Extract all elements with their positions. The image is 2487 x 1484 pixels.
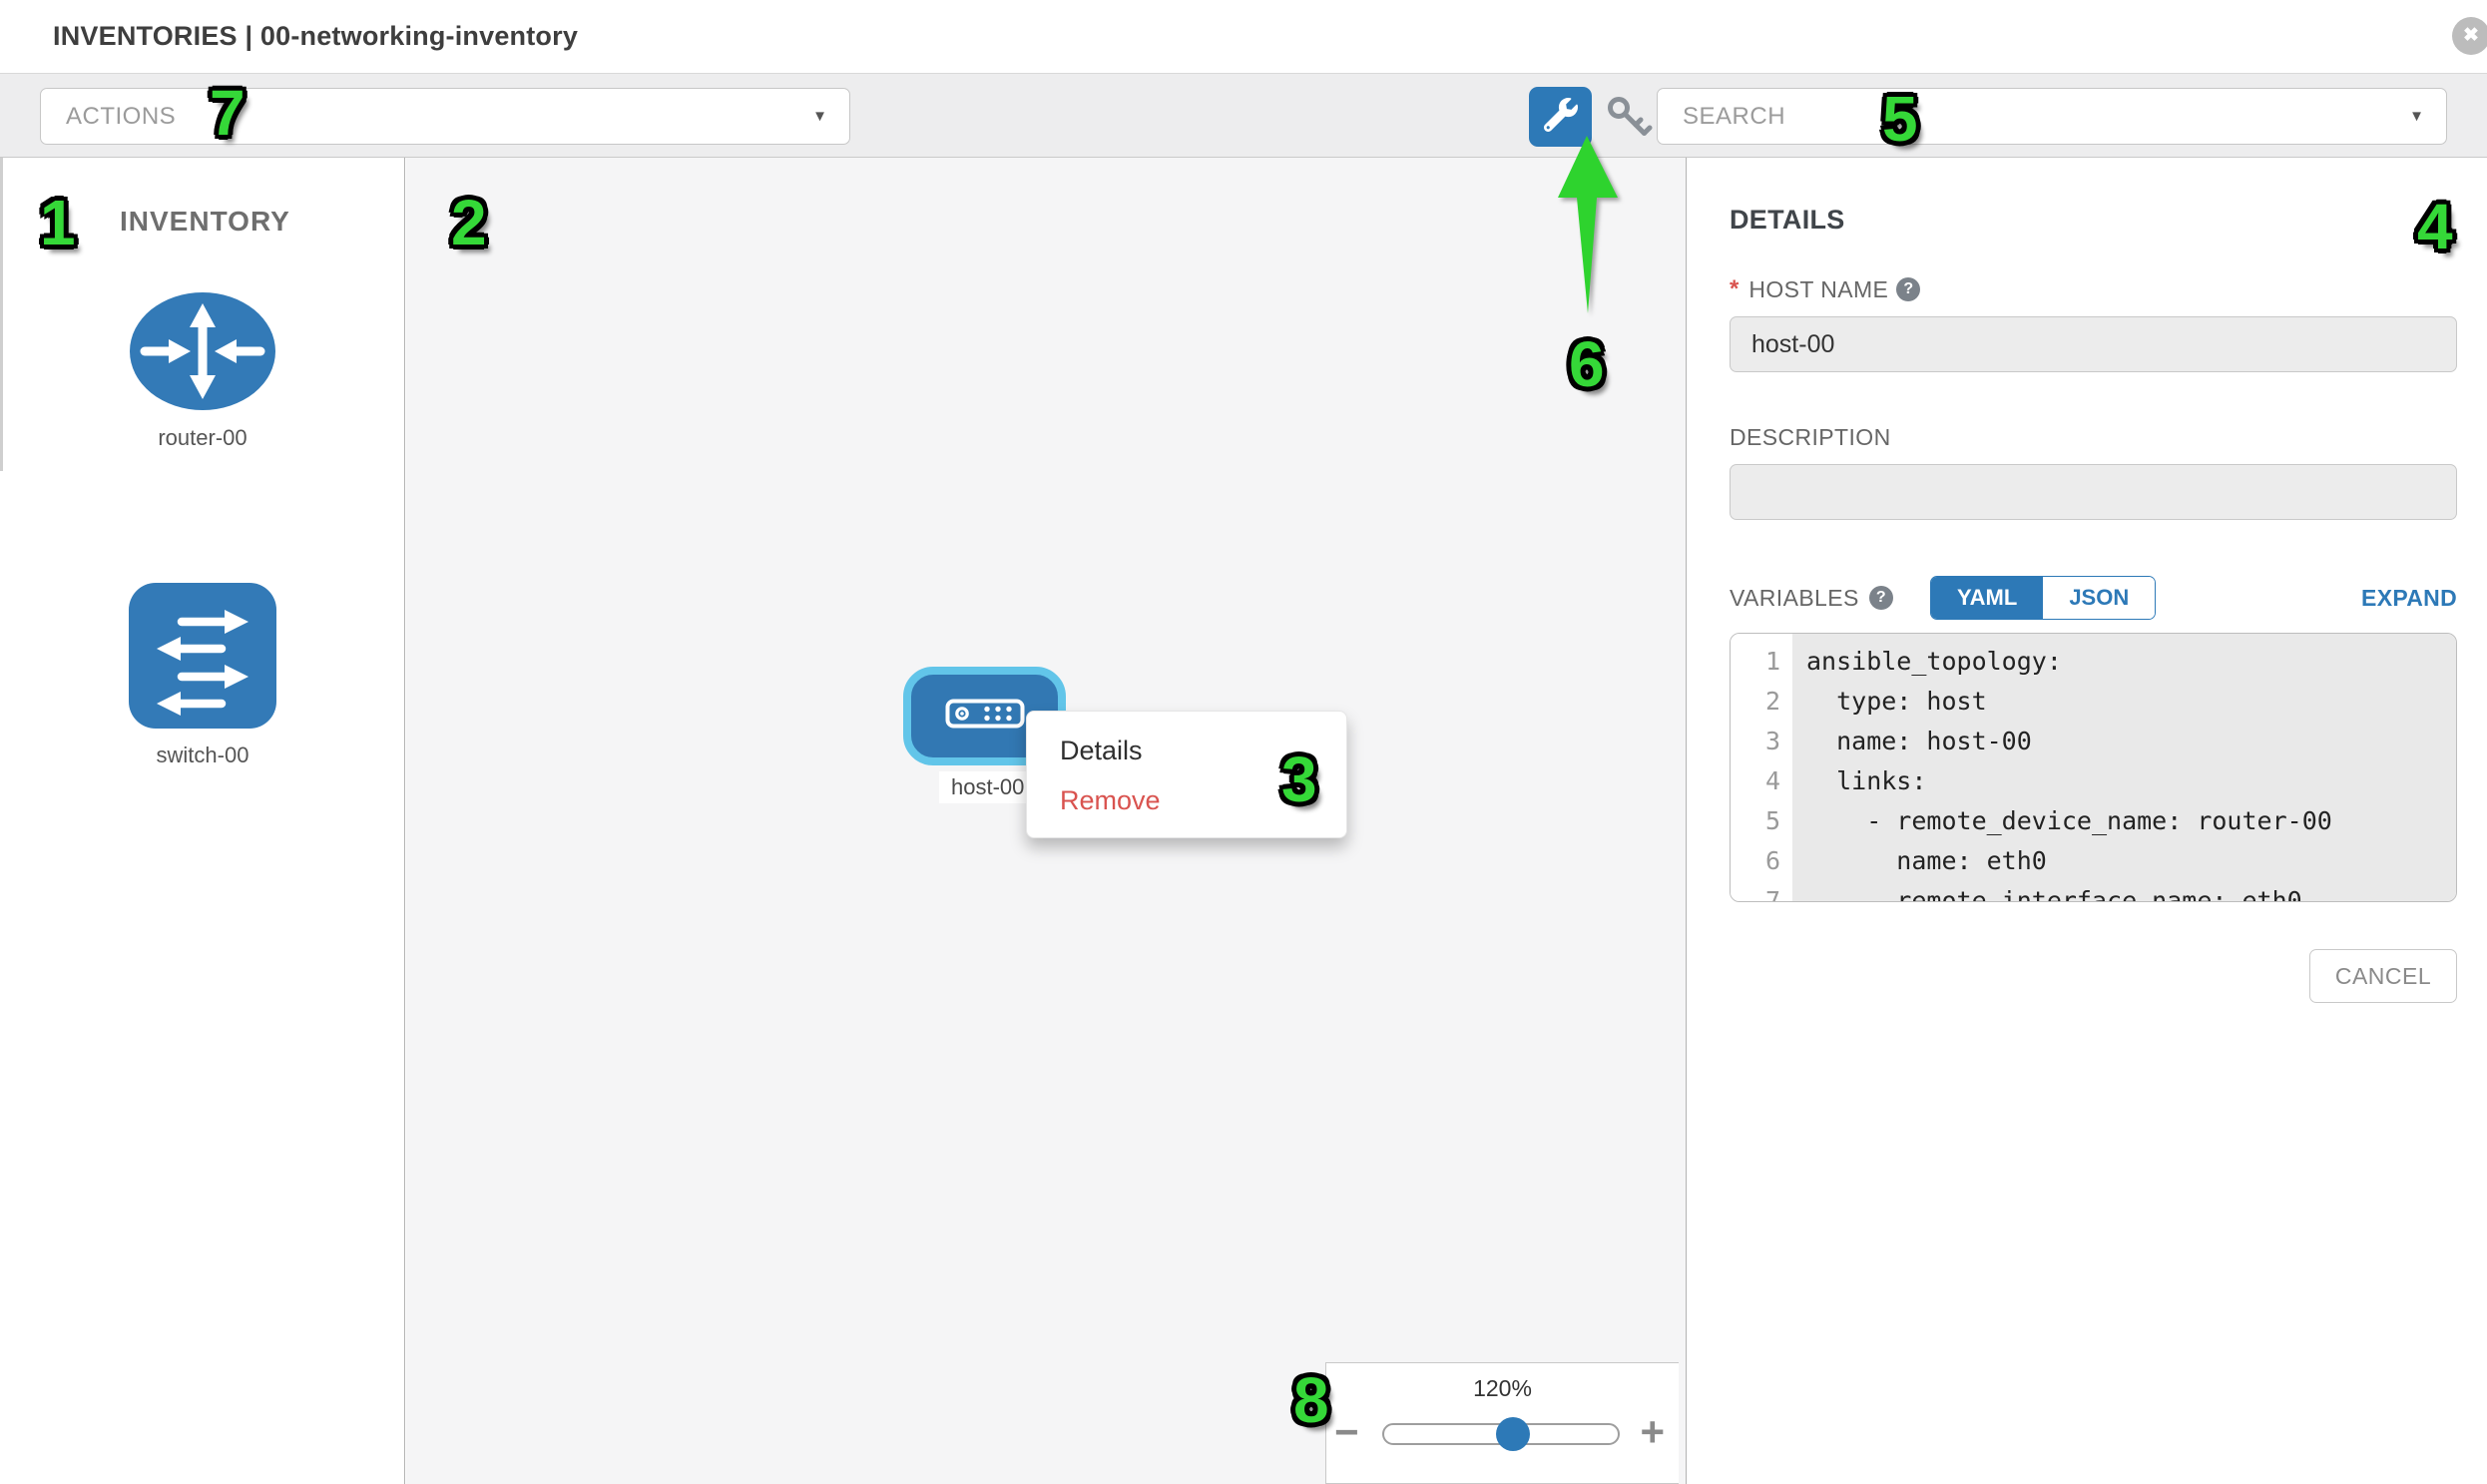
zoom-control: 120% − +	[1325, 1362, 1679, 1484]
code-line: name: host-00	[1806, 727, 2032, 755]
sidebar-item-label: switch-00	[156, 742, 249, 767]
zoom-slider-track[interactable]	[1382, 1417, 1620, 1451]
editor-code[interactable]: ansible_topology: type: host name: host-…	[1792, 634, 2456, 901]
description-input[interactable]	[1730, 464, 2457, 520]
actions-dropdown-label: ACTIONS	[66, 103, 177, 130]
credentials-key-button[interactable]	[1603, 96, 1657, 144]
host-node-label: host-00	[939, 771, 1037, 803]
help-icon[interactable]: ?	[1868, 586, 1893, 610]
search-dropdown-label: SEARCH	[1683, 103, 1786, 130]
wrench-icon	[1543, 97, 1578, 137]
code-line: remote_interface_name: eth0	[1806, 886, 2302, 902]
code-line: type: host	[1806, 687, 1987, 716]
topology-canvas[interactable]: host-00 Details Remove 120% − +	[406, 158, 1687, 1484]
switch-icon	[128, 583, 277, 734]
expand-link[interactable]: EXPAND	[2361, 584, 2457, 611]
key-icon	[1606, 95, 1654, 146]
actions-dropdown[interactable]: ACTIONS ▼	[40, 88, 850, 145]
variables-format-toggle: YAML JSON	[1930, 576, 2157, 620]
cancel-button[interactable]: CANCEL	[2309, 949, 2457, 1003]
tab-yaml[interactable]: YAML	[1931, 577, 2044, 619]
close-icon[interactable]: ✖	[2452, 17, 2487, 55]
required-marker: *	[1730, 275, 1740, 302]
page-title: INVENTORIES | 00-networking-inventory	[53, 21, 579, 51]
sidebar-heading: INVENTORY	[120, 206, 290, 237]
host-name-input[interactable]: host-00	[1730, 316, 2457, 372]
search-dropdown[interactable]: SEARCH ▼	[1657, 88, 2447, 145]
page-header: INVENTORIES | 00-networking-inventory ✖	[0, 0, 2487, 73]
zoom-in-button[interactable]: +	[1640, 1408, 1665, 1455]
tab-json[interactable]: JSON	[2043, 577, 2156, 619]
host-icon	[945, 699, 1025, 734]
inventory-sidebar: INVENTORY router-00	[0, 158, 405, 1484]
code-line: - remote_device_name: router-00	[1806, 806, 2332, 835]
sidebar-item-label: router-00	[158, 425, 248, 450]
editor-line-numbers: 1 2 3 4 5 6 7	[1731, 634, 1792, 901]
zoom-level-label: 120%	[1473, 1375, 1532, 1401]
variables-editor[interactable]: 1 2 3 4 5 6 7 ansible_topology: type: ho…	[1730, 633, 2457, 902]
sidebar-item-switch[interactable]: switch-00	[0, 582, 405, 768]
variables-label: VARIABLES	[1730, 584, 1859, 611]
context-menu-remove[interactable]: Remove	[1060, 785, 1161, 815]
host-name-label: HOST NAME	[1748, 275, 1889, 302]
code-line: ansible_topology:	[1806, 647, 2062, 676]
toolbox-button[interactable]	[1529, 87, 1592, 147]
details-panel: DETAILS * HOST NAME ? host-00 DESCRIPTIO…	[1688, 158, 2487, 1484]
node-context-menu: Details Remove	[1026, 711, 1347, 838]
details-heading: DETAILS	[1730, 205, 1845, 235]
sidebar-item-router[interactable]: router-00	[0, 290, 405, 451]
chevron-down-icon: ▼	[812, 108, 827, 125]
context-menu-details[interactable]: Details	[1060, 736, 1143, 765]
code-line: links:	[1806, 766, 1927, 795]
toolbar: ACTIONS ▼ SEARCH ▼	[0, 73, 2487, 158]
code-line: name: eth0	[1806, 846, 2047, 875]
description-label: DESCRIPTION	[1730, 424, 1891, 450]
help-icon[interactable]: ?	[1896, 277, 1921, 301]
sidebar-scrollbar[interactable]	[0, 158, 3, 471]
zoom-slider-thumb[interactable]	[1495, 1417, 1530, 1451]
router-icon	[128, 292, 277, 416]
zoom-out-button[interactable]: −	[1334, 1408, 1359, 1455]
chevron-down-icon: ▼	[2409, 108, 2424, 125]
